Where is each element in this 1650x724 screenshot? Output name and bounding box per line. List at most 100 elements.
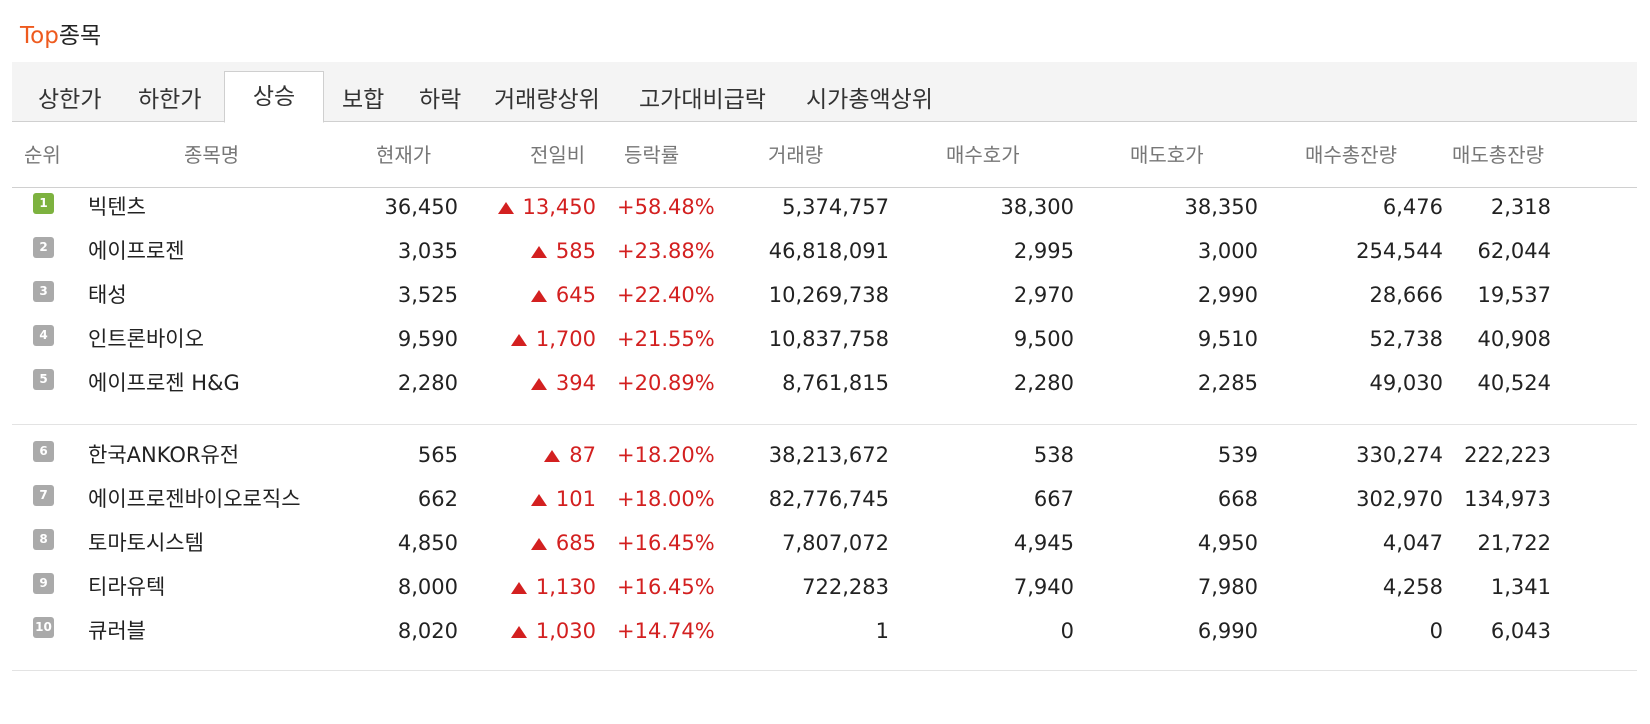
ask-total-volume: 222,223 (1464, 443, 1551, 467)
rank-badge: 8 (33, 529, 54, 550)
change-rate: +58.48% (617, 195, 715, 219)
bid-total-volume: 6,476 (1382, 195, 1443, 219)
header-ask-total: 매도총잔량 (1452, 143, 1544, 167)
table-row[interactable]: 6 한국ANKOR유전 565 87 +18.20% 38,213,672 538 539 33… (0, 432, 1650, 478)
table-row[interactable]: 3 태성 3,525 645 +22.40% 10,269,738 2,970 2,990 28… (0, 272, 1650, 318)
current-price: 662 (417, 487, 458, 511)
stock-name-link[interactable]: 태성 (88, 283, 127, 307)
tab-lower-limit[interactable]: 하한가 (138, 87, 202, 113)
current-price: 3,525 (397, 283, 458, 307)
stock-name-link[interactable]: 토마토시스템 (88, 531, 204, 555)
ask-total-volume: 19,537 (1477, 283, 1551, 307)
ask-total-volume: 21,722 (1477, 531, 1551, 555)
tab-top-volume[interactable]: 거래량상위 (494, 87, 600, 113)
change-rate: +14.74% (617, 619, 715, 643)
ask-total-volume: 62,044 (1477, 239, 1551, 263)
stock-name-link[interactable]: 티라유텍 (88, 575, 166, 599)
stock-name-link[interactable]: 큐러블 (88, 619, 146, 643)
ask-price: 6,990 (1197, 619, 1258, 643)
volume: 7,807,072 (782, 531, 889, 555)
current-price: 36,450 (384, 195, 458, 219)
tab-top-market-cap[interactable]: 시가총액상위 (806, 87, 933, 113)
up-triangle-icon (544, 450, 561, 462)
table-bottom-border (12, 670, 1637, 671)
up-triangle-icon (510, 626, 527, 638)
current-price: 8,020 (397, 619, 458, 643)
bid-price: 7,940 (1013, 575, 1074, 599)
stock-name-link[interactable]: 인트론바이오 (88, 327, 204, 351)
ask-price: 7,980 (1197, 575, 1258, 599)
up-triangle-icon (510, 334, 527, 346)
change-rate: +18.00% (617, 487, 715, 511)
rank-badge: 5 (33, 369, 54, 390)
change-value: 13,450 (522, 195, 596, 219)
up-triangle-icon (530, 378, 547, 390)
bid-total-volume: 52,738 (1369, 327, 1443, 351)
tab-rising[interactable]: 상승 (224, 71, 324, 123)
up-triangle-icon (510, 582, 527, 594)
tab-drop-from-high[interactable]: 고가대비급락 (639, 87, 766, 113)
ask-price: 4,950 (1197, 531, 1258, 555)
change-rate: +23.88% (617, 239, 715, 263)
change-rate: +16.45% (617, 575, 715, 599)
up-triangle-icon (497, 202, 514, 214)
table-header: 순위 종목명 현재가 전일비 등락률 거래량 매수호가 매도호가 매수총잔량 매… (12, 122, 1637, 188)
ask-price: 3,000 (1197, 239, 1258, 263)
stock-name-link[interactable]: 한국ANKOR유전 (88, 443, 240, 467)
current-price: 565 (417, 443, 458, 467)
table-row[interactable]: 2 에이프로젠 3,035 585 +23.88% 46,818,091 2,995 3,00… (0, 228, 1650, 274)
bid-price: 2,280 (1013, 371, 1074, 395)
bid-total-volume: 49,030 (1369, 371, 1443, 395)
group-divider (12, 424, 1637, 425)
table-row[interactable]: 10 큐러블 8,020 1,030 +14.74% 1 0 6,990 0 6,043 (0, 608, 1650, 654)
table-row[interactable]: 9 티라유텍 8,000 1,130 +16.45% 722,283 7,940 7,980 4… (0, 564, 1650, 610)
header-name: 종목명 (184, 143, 240, 167)
tab-upper-limit[interactable]: 상한가 (38, 87, 102, 113)
table-row[interactable]: 4 인트론바이오 9,590 1,700 +21.55% 10,837,758 9,500 9… (0, 316, 1650, 362)
header-volume: 거래량 (768, 143, 824, 167)
bid-total-volume: 330,274 (1356, 443, 1443, 467)
bid-total-volume: 28,666 (1369, 283, 1443, 307)
rank-badge: 3 (33, 281, 54, 302)
volume: 82,776,745 (768, 487, 889, 511)
volume: 1 (875, 619, 889, 643)
table-row[interactable]: 1 빅텐츠 36,450 13,450 +58.48% 5,374,757 38,300 38… (0, 184, 1650, 230)
header-rate: 등락률 (624, 143, 680, 167)
tab-falling[interactable]: 하락 (419, 87, 462, 113)
page-title: Top종목 (20, 20, 101, 52)
bid-total-volume: 4,258 (1382, 575, 1443, 599)
volume: 10,269,738 (768, 283, 889, 307)
ask-price: 539 (1217, 443, 1258, 467)
change-rate: +16.45% (617, 531, 715, 555)
tab-flat[interactable]: 보합 (342, 87, 385, 113)
current-price: 9,590 (397, 327, 458, 351)
rank-badge: 9 (33, 573, 54, 594)
bid-total-volume: 254,544 (1356, 239, 1443, 263)
change-value: 1,130 (535, 575, 596, 599)
up-triangle-icon (530, 246, 547, 258)
stock-name-link[interactable]: 에이프로젠 H&G (88, 371, 240, 395)
ask-total-volume: 2,318 (1490, 195, 1551, 219)
ask-price: 668 (1217, 487, 1258, 511)
page-title-accent: Top (20, 23, 59, 49)
change-value: 87 (569, 443, 596, 467)
rank-badge: 6 (33, 441, 54, 462)
bid-price: 0 (1060, 619, 1074, 643)
table-row[interactable]: 5 에이프로젠 H&G 2,280 394 +20.89% 8,761,815 2,280 2… (0, 360, 1650, 406)
stock-name-link[interactable]: 에이프로젠 (88, 239, 185, 263)
header-ask: 매도호가 (1130, 143, 1204, 167)
rank-badge: 2 (33, 237, 54, 258)
table-row[interactable]: 8 토마토시스템 4,850 685 +16.45% 7,807,072 4,945 4,95… (0, 520, 1650, 566)
page-title-rest: 종목 (58, 23, 102, 49)
table-row[interactable]: 7 에이프로젠바이오로직스 662 101 +18.00% 82,776,745 667 66… (0, 476, 1650, 522)
change-value: 645 (555, 283, 596, 307)
current-price: 2,280 (397, 371, 458, 395)
bid-total-volume: 302,970 (1356, 487, 1443, 511)
stock-name-link[interactable]: 빅텐츠 (88, 195, 146, 219)
change-value: 1,700 (535, 327, 596, 351)
volume: 38,213,672 (768, 443, 889, 467)
volume: 5,374,757 (782, 195, 889, 219)
stock-name-link[interactable]: 에이프로젠바이오로직스 (88, 487, 301, 511)
ask-price: 2,990 (1197, 283, 1258, 307)
change-value: 685 (555, 531, 596, 555)
